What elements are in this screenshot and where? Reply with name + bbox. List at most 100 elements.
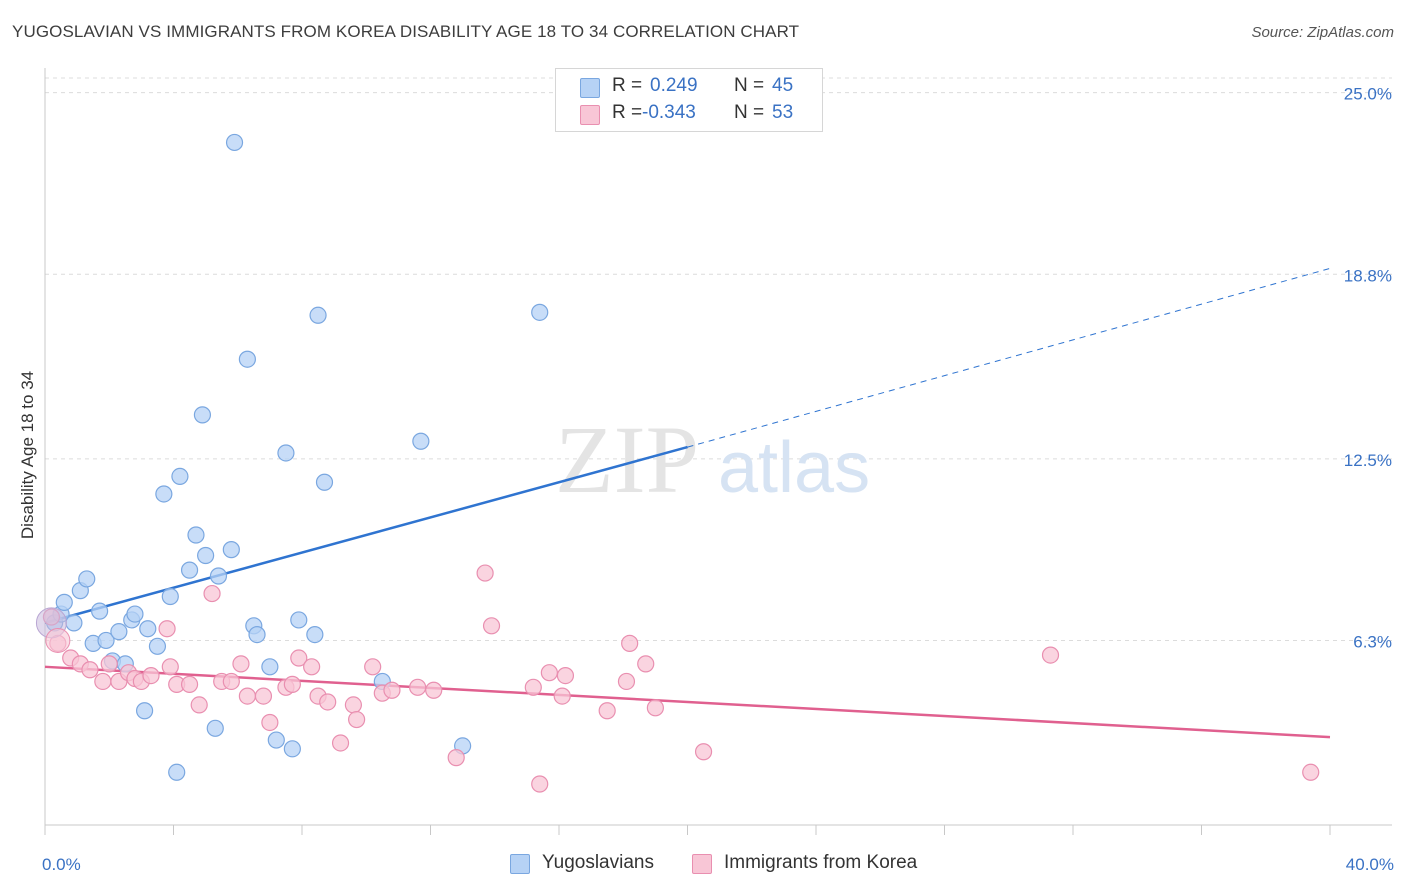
watermark-atlas: atlas bbox=[718, 428, 870, 508]
point-korea bbox=[476, 564, 494, 582]
watermark-zip: ZIP bbox=[555, 406, 699, 513]
point-korea bbox=[161, 658, 179, 676]
point-yugoslavians bbox=[206, 719, 224, 737]
point-korea bbox=[1302, 763, 1320, 781]
point-korea bbox=[180, 675, 199, 693]
point-yugoslavians bbox=[193, 406, 212, 424]
legend-r-value: 0.249 bbox=[650, 75, 698, 96]
point-korea bbox=[617, 672, 636, 691]
point-yugoslavians bbox=[290, 611, 308, 629]
point-yugoslavians bbox=[306, 625, 324, 644]
point-yugoslavians bbox=[261, 658, 279, 676]
y-tick-label: 12.5% bbox=[1344, 451, 1392, 470]
point-korea bbox=[203, 584, 221, 603]
point-korea bbox=[637, 655, 655, 673]
trend-line-korea bbox=[44, 665, 1331, 739]
trend-line-yugoslavians bbox=[44, 445, 688, 625]
legend-swatch-blue bbox=[580, 78, 600, 98]
point-yugoslavians bbox=[155, 485, 173, 503]
point-korea bbox=[94, 672, 112, 691]
point-yugoslavians bbox=[168, 763, 186, 781]
point-yugoslavians bbox=[238, 350, 256, 368]
point-korea bbox=[283, 675, 301, 693]
point-yugoslavians bbox=[187, 526, 205, 544]
point-yugoslavians bbox=[309, 306, 327, 324]
axes bbox=[44, 68, 1392, 835]
chart-title: YUGOSLAVIAN VS IMMIGRANTS FROM KOREA DIS… bbox=[12, 22, 800, 41]
y-tick-label: 25.0% bbox=[1344, 85, 1392, 104]
legend-n-label: N = bbox=[734, 75, 765, 96]
point-cluster bbox=[45, 627, 71, 653]
trend-lines bbox=[44, 267, 1331, 739]
trend-line-yugoslavians-extension bbox=[687, 267, 1331, 448]
data-points bbox=[35, 133, 1320, 793]
bottom-legend-label: Immigrants from Korea bbox=[724, 852, 918, 873]
point-yugoslavians bbox=[65, 614, 83, 632]
y-tick-label: 18.8% bbox=[1344, 266, 1392, 285]
point-korea bbox=[158, 620, 176, 638]
legend-n-value: 53 bbox=[772, 102, 794, 123]
point-korea bbox=[319, 693, 337, 711]
y-tick-label: 6.3% bbox=[1353, 632, 1392, 651]
bottom-legend-swatch-pink bbox=[692, 854, 712, 874]
chart-source: Source: ZipAtlas.com bbox=[1251, 24, 1394, 41]
point-korea bbox=[303, 658, 321, 676]
point-korea bbox=[232, 655, 250, 673]
point-yugoslavians bbox=[209, 567, 228, 585]
point-korea bbox=[364, 658, 382, 676]
legend-r-label: R = bbox=[612, 75, 643, 96]
point-yugoslavians bbox=[222, 541, 240, 559]
point-yugoslavians bbox=[315, 473, 334, 491]
bottom-legend-label: Yugoslavians bbox=[542, 852, 654, 873]
point-korea bbox=[222, 672, 240, 691]
point-korea bbox=[344, 696, 362, 714]
point-yugoslavians bbox=[171, 467, 189, 485]
point-yugoslavians bbox=[197, 546, 215, 565]
legend-n-label: N = bbox=[734, 102, 765, 123]
watermark: ZIP atlas bbox=[555, 406, 870, 513]
point-yugoslavians bbox=[225, 133, 244, 152]
point-korea bbox=[621, 634, 639, 652]
bottom-legend-swatch-blue bbox=[510, 854, 530, 874]
point-korea bbox=[348, 710, 366, 729]
stats-legend: R = 0.249 N = 45 R = -0.343 N = 53 bbox=[555, 68, 823, 132]
point-korea bbox=[261, 713, 279, 732]
legend-swatch-pink bbox=[580, 105, 600, 125]
point-korea bbox=[447, 749, 465, 767]
point-yugoslavians bbox=[161, 587, 179, 606]
point-korea bbox=[409, 678, 427, 696]
point-korea bbox=[598, 702, 616, 720]
tick-labels: 6.3% 12.5% 18.8% 25.0% 0.0% 40.0% bbox=[42, 85, 1394, 874]
point-korea bbox=[553, 687, 571, 705]
point-korea bbox=[190, 696, 208, 714]
point-korea bbox=[694, 743, 713, 761]
point-korea bbox=[425, 681, 443, 699]
point-korea bbox=[100, 655, 118, 673]
point-yugoslavians bbox=[139, 620, 157, 638]
point-korea bbox=[290, 649, 308, 667]
point-korea bbox=[556, 666, 575, 685]
point-korea bbox=[81, 661, 99, 679]
point-korea bbox=[238, 687, 256, 705]
point-korea bbox=[482, 617, 501, 635]
point-yugoslavians bbox=[267, 731, 285, 749]
point-korea bbox=[254, 687, 273, 705]
point-yugoslavians bbox=[97, 631, 115, 650]
point-korea bbox=[331, 734, 350, 752]
point-yugoslavians bbox=[531, 303, 549, 321]
x-tick-label: 0.0% bbox=[42, 855, 81, 874]
point-yugoslavians bbox=[180, 561, 199, 579]
point-korea bbox=[646, 699, 664, 717]
legend-r-label: R = bbox=[612, 102, 643, 123]
y-axis-label: Disability Age 18 to 34 bbox=[18, 370, 37, 540]
point-korea bbox=[540, 664, 558, 682]
point-yugoslavians bbox=[110, 623, 128, 641]
point-yugoslavians bbox=[412, 432, 430, 450]
legend-n-value: 45 bbox=[772, 75, 794, 96]
point-korea bbox=[142, 666, 160, 685]
point-yugoslavians bbox=[135, 702, 154, 720]
point-yugoslavians bbox=[78, 570, 96, 588]
point-yugoslavians bbox=[55, 593, 73, 611]
point-yugoslavians bbox=[277, 444, 295, 462]
